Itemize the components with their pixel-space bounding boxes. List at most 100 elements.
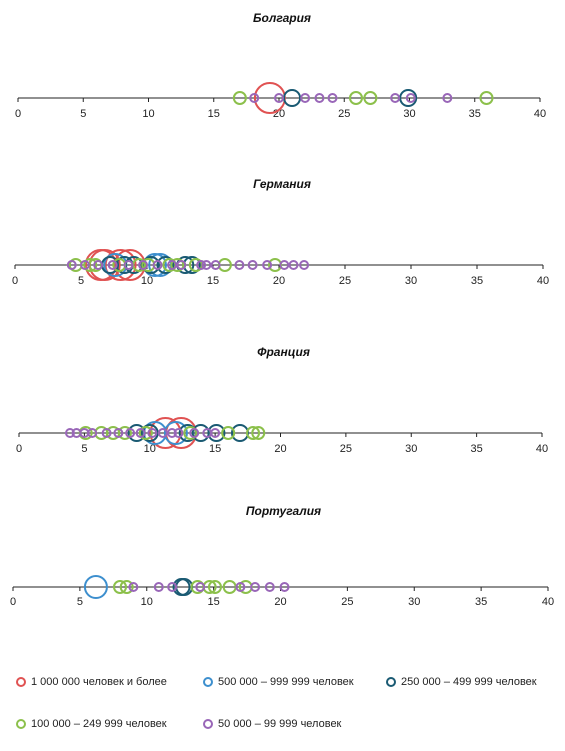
x-tick-label: 35 [471,443,483,455]
x-tick-label: 15 [207,275,219,287]
x-tick-label: 35 [471,275,483,287]
x-tick-label: 35 [475,596,487,608]
x-tick-label: 20 [274,443,286,455]
data-point [93,260,104,270]
x-tick-label: 35 [469,108,481,120]
data-point [250,582,261,592]
data-point [119,580,134,594]
data-point [157,428,168,438]
chart-panel-3: Франция 0 5 10 15 20 25 30 35 40 [16,345,548,455]
legend-item-250k: 250 000 – 499 999 человек [386,676,537,688]
data-point [279,582,290,592]
x-tick-label: 10 [141,275,153,287]
data-point [140,424,159,442]
legend-marker-50k-icon [203,719,213,729]
x-tick-label: 25 [338,108,350,120]
data-point [189,428,200,438]
data-point [104,249,137,281]
data-point [262,260,273,270]
x-tick-label: 15 [209,443,221,455]
data-point [123,260,134,270]
data-point [299,260,310,270]
x-tick-label: 40 [536,443,548,455]
x-tick-label: 40 [537,275,549,287]
data-point [64,428,75,438]
data-point [348,91,363,105]
legend-label-250k: 250 000 – 499 999 человек [401,676,537,688]
chart-panel-2: Германия 0 5 10 15 20 25 30 35 40 [12,177,549,287]
chart-title: Португалия [246,504,321,518]
x-tick-label: 5 [81,443,87,455]
x-tick-label: 0 [15,108,21,120]
x-tick-label: 40 [542,596,554,608]
x-tick-label: 25 [341,596,353,608]
legend-label-100k: 100 000 – 249 999 человек [31,718,167,730]
legend-label-50k: 50 000 – 99 999 человек [218,718,342,730]
chart-title: Франция [257,345,310,359]
data-point [405,93,416,103]
data-point [156,256,175,274]
chart-panel-4: Португалия 0 5 10 15 20 25 30 35 40 [10,504,554,608]
data-point [207,424,226,442]
legend: 1 000 000 человек и более 500 000 – 999 … [0,660,565,751]
data-point [314,93,325,103]
data-point [79,260,90,270]
data-point [176,260,187,270]
x-tick-label: 40 [534,108,546,120]
data-point [138,260,149,270]
data-point [135,428,146,438]
data-point [207,580,222,594]
data-point [83,258,98,272]
data-point [363,91,378,105]
x-tick-label: 10 [144,443,156,455]
data-point [283,89,302,107]
data-point [210,428,221,438]
data-point [153,582,164,592]
x-tick-label: 25 [339,275,351,287]
legend-item-1m: 1 000 000 человек и более [16,676,167,688]
data-point [113,580,127,594]
data-point [399,89,418,107]
data-point [327,93,338,103]
data-point [235,582,246,592]
data-point [195,582,206,592]
data-point [138,426,153,440]
x-tick-label: 30 [403,108,415,120]
data-point [83,575,108,599]
data-point [128,582,139,592]
x-tick-label: 0 [16,443,22,455]
x-tick-label: 30 [408,596,420,608]
legend-marker-500k-icon [203,677,213,687]
data-point [147,428,158,438]
data-point [201,260,212,270]
data-point [279,260,290,270]
data-point [87,428,98,438]
x-tick-label: 20 [273,275,285,287]
data-point [173,428,184,438]
data-point [166,428,177,438]
data-point [152,260,163,270]
legend-item-500k: 500 000 – 999 999 человек [203,676,354,688]
legend-item-100k: 100 000 – 249 999 человек [16,718,167,730]
legend-marker-1m-icon [16,677,26,687]
x-tick-label: 0 [12,275,18,287]
x-tick-label: 0 [10,596,16,608]
data-point [274,93,284,103]
data-point [249,93,260,103]
data-point [101,428,112,438]
x-tick-label: 5 [78,275,84,287]
data-point [113,428,124,438]
data-point [210,260,221,270]
legend-label-1m: 1 000 000 человек и более [31,676,167,688]
data-point [163,421,188,445]
city-distribution-figure: Болгария 0 5 10 15 20 25 30 35 40 Германия 0 5 10 15 20… [10,11,554,608]
x-tick-label: 5 [80,108,86,120]
x-tick-label: 30 [405,443,417,455]
data-point [196,260,207,270]
legend-label-500k: 500 000 – 999 999 человек [218,676,354,688]
data-point [246,426,261,440]
data-point [183,426,198,440]
x-tick-label: 30 [405,275,417,287]
data-point [247,260,258,270]
